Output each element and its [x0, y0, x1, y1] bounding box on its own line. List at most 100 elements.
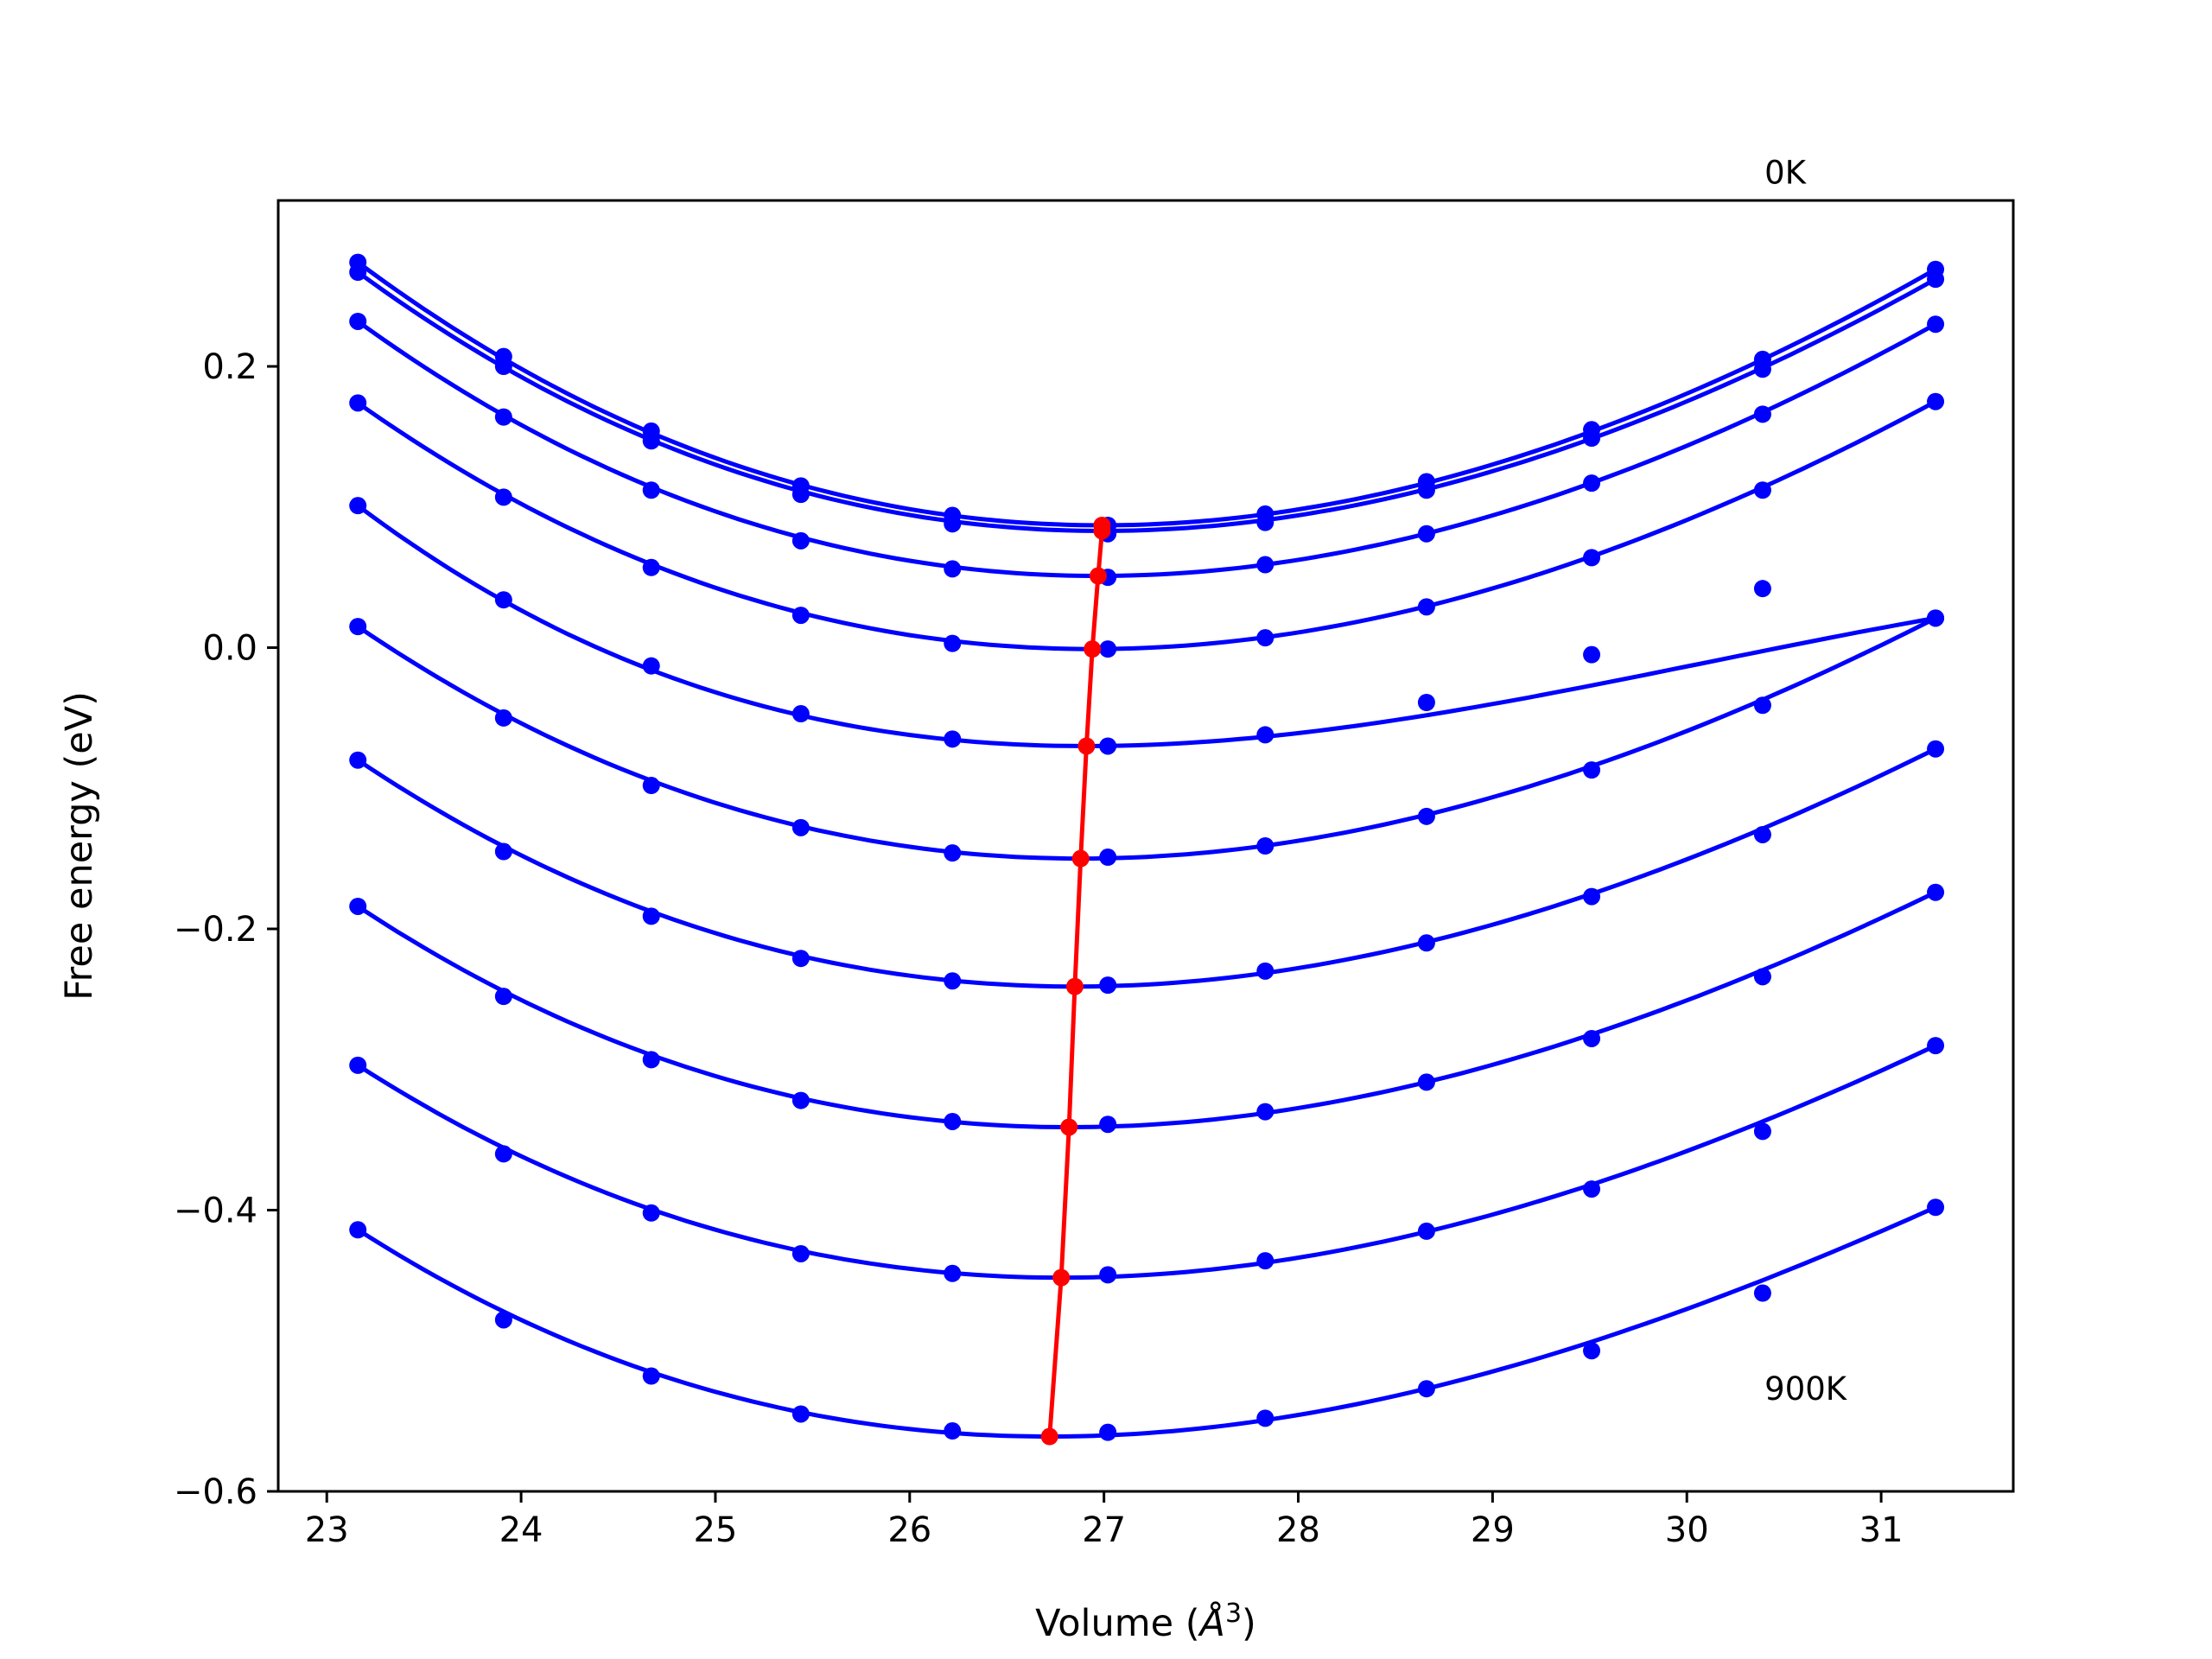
isotherm-point: [1753, 825, 1771, 843]
isotherm-point: [642, 432, 660, 450]
x-tick-label: 26: [887, 1510, 931, 1550]
isotherm-point: [349, 497, 367, 515]
minimum-point: [1089, 567, 1107, 585]
y-tick-label: 0.0: [202, 629, 257, 669]
x-tick-label: 28: [1276, 1510, 1320, 1550]
isotherm-point: [1099, 1423, 1117, 1441]
plot-frame: [276, 199, 2015, 1493]
y-tick-label: −0.6: [174, 1472, 257, 1512]
isotherm-point: [642, 1051, 660, 1069]
x-tick-label: 25: [693, 1510, 737, 1550]
isotherm-point: [1753, 696, 1771, 715]
isotherm-curve: [356, 1205, 1937, 1439]
isotherm-point: [494, 358, 512, 376]
isotherm-point: [1583, 429, 1601, 448]
isotherm-point: [1256, 1252, 1274, 1270]
x-tick-label: 30: [1665, 1510, 1709, 1550]
isotherm-point: [1583, 761, 1601, 779]
isotherm-point: [1099, 1116, 1117, 1134]
isotherm-point: [1417, 694, 1435, 711]
isotherm-point: [1753, 481, 1771, 499]
isotherm-point: [1417, 1380, 1435, 1398]
isotherm-curve: [356, 616, 1937, 861]
isotherm-curve: [356, 504, 1936, 748]
isotherm-point: [791, 705, 810, 723]
isotherm-point: [494, 842, 512, 861]
isotherm-point: [1256, 837, 1274, 855]
isotherm-point: [791, 818, 810, 836]
minimum-point: [1071, 849, 1090, 868]
isotherm-point: [791, 950, 810, 968]
x-axis-ticks: 23 24 25 26 27 28 29 30 31: [305, 1491, 1904, 1550]
isotherm-point: [1583, 474, 1601, 493]
isotherm-point: [791, 1244, 810, 1262]
isotherm-point: [349, 1056, 367, 1074]
isotherm-point: [791, 1405, 810, 1423]
isotherm-point: [791, 1091, 810, 1109]
x-tick-label: 24: [499, 1510, 543, 1550]
minimum-path-line: [1047, 524, 1104, 1437]
isotherm-point: [944, 972, 962, 990]
y-axis-label: Free energy (eV): [58, 691, 101, 1001]
isotherm-curves: [356, 260, 1937, 1439]
isotherm-point: [1099, 849, 1117, 867]
minimum-point: [1093, 522, 1111, 540]
isotherm-point: [1256, 1103, 1274, 1121]
isotherm-point: [349, 897, 367, 915]
isotherm-point: [1417, 598, 1435, 616]
isotherm-point: [1753, 580, 1771, 598]
isotherm-point: [1417, 807, 1435, 825]
isotherm-point: [642, 777, 660, 795]
isotherm-point: [944, 560, 962, 578]
isotherm-point: [1417, 1222, 1435, 1240]
isotherm-point: [1927, 315, 1945, 334]
isotherm-point: [349, 1221, 367, 1239]
isotherm-point: [494, 591, 512, 609]
minimum-point: [1040, 1427, 1058, 1446]
isotherm-point: [349, 751, 367, 769]
isotherm-point: [1417, 934, 1435, 952]
x-tick-label: 23: [305, 1510, 349, 1550]
isotherm-point: [1927, 740, 1945, 758]
isotherm-point: [791, 531, 810, 550]
isotherm-point: [1583, 549, 1601, 567]
minimum-point: [1052, 1268, 1071, 1287]
isotherm-point: [642, 1204, 660, 1222]
isotherm-point: [1417, 1073, 1435, 1091]
isotherm-point: [1927, 270, 1945, 289]
isotherm-points: [349, 253, 1945, 1441]
isotherm-curve: [356, 1043, 1937, 1281]
x-tick-label: 29: [1471, 1510, 1515, 1550]
isotherm-point: [1753, 1284, 1771, 1302]
isotherm-point: [349, 264, 367, 281]
isotherm-point: [1256, 629, 1274, 647]
isotherm-point: [1256, 556, 1274, 574]
isotherm-point: [944, 1422, 962, 1440]
isotherm-point: [1583, 1342, 1601, 1360]
isotherm-point: [642, 657, 660, 675]
isotherm-point: [494, 988, 512, 1006]
isotherm-point: [494, 408, 512, 426]
isotherm-point: [349, 312, 367, 330]
x-axis-label: Volume (Å3): [1035, 1599, 1256, 1645]
isotherm-point: [494, 1145, 512, 1163]
minimum-point: [1077, 737, 1096, 755]
isotherm-point: [1753, 360, 1771, 378]
minimum-point: [1060, 1118, 1078, 1136]
isotherm-point: [1256, 513, 1274, 531]
isotherm-point: [349, 618, 367, 636]
y-axis-ticks: −0.6 −0.4 −0.2 0.0 0.2: [174, 347, 278, 1512]
isotherm-point: [1927, 392, 1945, 410]
isotherm-point: [944, 730, 962, 748]
isotherm-point: [944, 1264, 962, 1282]
isotherm-point: [944, 1112, 962, 1130]
isotherm-point: [642, 907, 660, 925]
isotherm-point: [494, 709, 512, 727]
isotherm-point: [1256, 962, 1274, 980]
isotherm-point: [1583, 645, 1601, 664]
isotherm-point: [944, 844, 962, 862]
isotherm-point: [642, 481, 660, 499]
y-tick-label: 0.2: [202, 347, 257, 387]
isotherm-point: [1753, 405, 1771, 423]
isotherm-point: [1927, 609, 1945, 627]
